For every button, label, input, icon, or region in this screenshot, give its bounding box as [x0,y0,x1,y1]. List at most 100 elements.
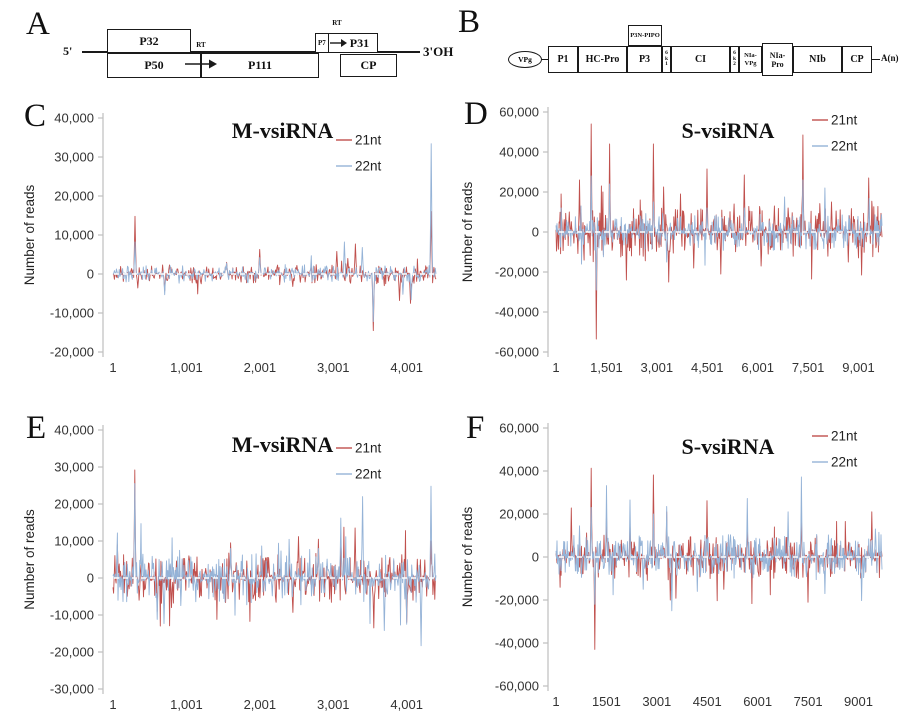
rt-label-1: RT [196,41,206,49]
x-tick-label: 6001 [743,694,772,709]
cistron-p3: P3 [627,46,662,73]
y-tick-label: -60,000 [495,679,539,694]
x-tick-label: 9,001 [842,360,875,375]
y-tick-label: 0 [532,225,539,240]
y-tick-label: -40,000 [495,305,539,320]
cistron-6k1: 6k1 [662,46,671,73]
x-tick-label: 1 [552,360,559,375]
cistron-hcpro: HC-Pro [578,46,627,73]
legend-label-21nt: 21nt [355,441,382,456]
y-axis-title: Number of reads [22,184,37,285]
vpg-connector [541,58,549,60]
x-tick-label: 3,001 [641,360,674,375]
y-axis-title: Number of reads [460,506,475,607]
y-tick-label: -10,000 [50,306,94,321]
series-line-22nt [555,175,883,291]
cistron-nia-vpg: NIa-VPg [739,46,762,73]
x-tick-label: 4,001 [390,360,423,375]
chart-title: S-vsiRNA [682,434,775,459]
x-tick-label: 9001 [844,694,873,709]
y-tick-label: 40,000 [499,464,539,479]
cistron-cp: CP [842,46,872,73]
cistron-nib: NIb [793,46,842,73]
x-tick-label: 3,001 [317,697,350,712]
y-tick-label: 60,000 [499,105,539,120]
y-tick-label: 20,000 [499,185,539,200]
panel-label-b: B [458,4,481,40]
orf-box-p7-p31: P7 P31 [315,33,378,53]
panel-label-a: A [26,6,50,42]
vpg-ellipse: VPg [508,51,542,68]
series-line-22nt [112,143,437,323]
x-tick-label: 2,001 [244,697,277,712]
legend-label-22nt: 22nt [831,139,858,154]
x-tick-label: 4501 [693,694,722,709]
y-tick-label: -20,000 [50,345,94,360]
chart-svg-D: 60,000 40,000 20,000 0 -20,000 -40,000 -60,000… [460,105,884,375]
legend-label-22nt: 22nt [355,159,382,174]
series-line-22nt [555,476,883,612]
chart-title: M-vsiRNA [232,118,334,143]
pipo-box: P3N-PIPO [628,25,662,46]
legend-label-21nt: 21nt [355,133,382,148]
x-tick-label: 1 [109,360,116,375]
x-tick-label: 1 [109,697,116,712]
rt-arrow-2 [329,39,347,47]
orf-box-p50: P50 [107,53,201,78]
x-tick-label: 1,001 [170,697,203,712]
chart-m-vsirna-bottom: 40,000 30,000 20,000 10,000 0 -10,000 -20,000 -… [18,406,452,728]
y-tick-label: 0 [532,550,539,565]
y-tick-label: 10,000 [54,228,94,243]
y-tick-label: -40,000 [495,636,539,651]
y-tick-label: 60,000 [499,421,539,436]
y-tick-label: 40,000 [499,145,539,160]
y-tick-label: 30,000 [54,150,94,165]
cistron-p1: P1 [548,46,578,73]
x-tick-label: 1,501 [590,360,623,375]
x-tick-label: 4,501 [691,360,724,375]
y-tick-label: 40,000 [54,111,94,126]
x-tick-label: 7,501 [792,360,825,375]
genome-line [82,51,420,53]
panel-label-d: D [464,96,488,132]
x-tick-label: 2,001 [244,360,277,375]
y-tick-label: -60,000 [495,345,539,360]
x-tick-label: 7501 [794,694,823,709]
y-tick-label: 10,000 [54,534,94,549]
cistron-6k2: 6k2 [730,46,739,73]
series-line-22nt [112,483,437,647]
cistron-nia-pro: NIa-Pro [762,43,793,76]
legend-label-21nt: 21nt [831,113,858,128]
orf-box-p31: P31 [349,35,370,50]
y-tick-label: -20,000 [495,265,539,280]
five-prime-label: 5' [63,44,73,58]
y-axis-title: Number of reads [22,509,37,610]
orf-box-p7: P7 [316,34,329,52]
panel-label-c: C [24,98,47,134]
y-axis-title: Number of reads [460,181,475,282]
y-tick-label: -20,000 [50,645,94,660]
chart-svg-C: 40,000 30,000 20,000 10,000 0 -10,000 -20,000 1… [22,111,438,375]
y-tick-label: 40,000 [54,423,94,438]
y-tick-label: 20,000 [54,189,94,204]
chart-svg-E: 40,000 30,000 20,000 10,000 0 -10,000 -20,000 -… [22,423,438,712]
orf-box-cp-a: CP [340,54,397,77]
chart-s-vsirna-bottom: 60,000 40,000 20,000 0 -20,000 -40,000 -60,000… [456,406,898,728]
x-tick-label: 6,001 [741,360,774,375]
cistron-ci: CI [671,46,730,73]
polya-label: A(n) [881,53,899,63]
y-tick-label: -30,000 [50,682,94,697]
x-tick-label: 1501 [592,694,621,709]
chart-m-vsirna-top: 40,000 30,000 20,000 10,000 0 -10,000 -20,000 1… [18,96,452,403]
legend-label-22nt: 22nt [355,467,382,482]
y-tick-label: -10,000 [50,608,94,623]
chart-svg-F: 60,000 40,000 20,000 0 -20,000 -40,000 -60,000… [460,421,884,709]
x-tick-label: 4,001 [390,697,423,712]
y-tick-label: 0 [87,571,94,586]
panel-label-f: F [466,410,485,446]
x-tick-label: 3001 [642,694,671,709]
y-tick-label: -20,000 [495,593,539,608]
y-tick-label: 30,000 [54,460,94,475]
x-tick-label: 1 [552,694,559,709]
